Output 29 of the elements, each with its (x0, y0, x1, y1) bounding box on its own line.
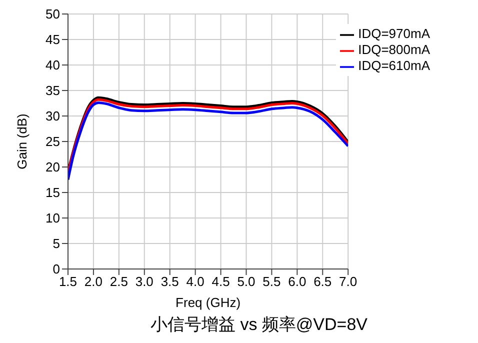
x-tick-label: 4.0 (186, 274, 204, 290)
y-tick-label: 50 (46, 6, 60, 22)
y-tick-label: 35 (46, 83, 60, 98)
y-tick-label: 20 (46, 160, 60, 175)
x-tick-label: 6.0 (288, 274, 306, 290)
y-tick-label: 30 (46, 108, 60, 124)
x-tick-label: 2.0 (84, 274, 102, 290)
x-tick-label: 3.5 (160, 274, 179, 290)
y-tick-label: 40 (46, 58, 60, 73)
x-tick-label: 5.0 (237, 274, 256, 290)
y-axis-title: Gain (dB) (14, 114, 30, 170)
x-tick-label: 4.5 (212, 274, 230, 290)
x-axis-title: Freq (GHz) (176, 295, 241, 310)
y-tick-label: 5 (52, 236, 60, 252)
legend-label: IDQ=800mA (358, 42, 430, 57)
x-tick-label: 5.5 (262, 274, 281, 290)
legend-label: IDQ=610mA (358, 58, 430, 73)
x-tick-label: 6.5 (314, 274, 332, 290)
legend-label: IDQ=970mA (358, 26, 430, 41)
y-tick-label: 15 (46, 185, 60, 200)
x-tick-label: 1.5 (58, 274, 78, 290)
text: 小信号增益 vs 频率@VD=8V (149, 314, 369, 336)
x-tick-label: 7.0 (339, 274, 358, 290)
y-tick-label: 10 (46, 210, 60, 226)
y-tick-label: 25 (46, 134, 60, 150)
y-tick-label: 0 (52, 262, 60, 277)
x-tick-label: 2.5 (110, 274, 128, 290)
x-tick-label: 3.0 (135, 274, 154, 290)
y-tick-label: 45 (46, 32, 60, 48)
